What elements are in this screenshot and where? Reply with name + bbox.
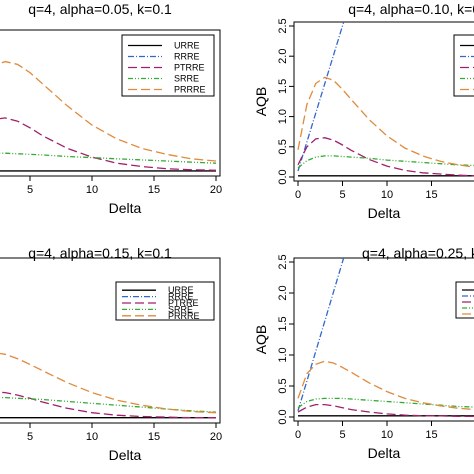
legend-entry: SRRE [168, 304, 193, 314]
plot-frame [293, 257, 474, 422]
chart-title: q=4, alpha=0.25, k [362, 245, 474, 261]
y-tick-label: 1.5 [277, 316, 289, 331]
x-tick-label: 15 [148, 431, 160, 443]
legend-entry: SRRE [174, 74, 199, 84]
legend-entry: PTRRE [174, 63, 205, 73]
x-tick-label: 10 [86, 184, 98, 196]
series-line-ptrre [297, 137, 474, 177]
x-tick-label: 5 [339, 429, 345, 441]
legend-box [115, 281, 215, 321]
x-tick-label: 5 [27, 184, 33, 196]
legend-box [121, 34, 215, 97]
series-line-ptrre [0, 391, 216, 419]
x-tick-label: 20 [210, 431, 222, 443]
chart-panel-1: q=4, alpha=0.05, k=0.1 5 10 15 20 Delta URRERR… [0, 1, 222, 216]
x-tick-label: 15 [148, 184, 160, 196]
legend-entry: PRRRE [168, 311, 200, 321]
x-tick-label: 10 [86, 431, 98, 443]
plot-frame [293, 21, 474, 182]
y-tick-label: 1.0 [277, 109, 289, 124]
chart-panel-3: q=4, alpha=0.15, k=0.1 5 10 15 20 Delta URRERR… [0, 245, 222, 463]
series-line-rrre [297, 22, 345, 172]
series-group [297, 22, 474, 177]
series-line-srre [297, 155, 474, 169]
x-tick-label: 0 [295, 429, 301, 441]
series-line-prrre [0, 352, 217, 414]
series-line-prrre [297, 360, 474, 411]
y-tick-label: 2.5 [277, 18, 289, 33]
y-axis-label: AQB [253, 325, 269, 355]
y-tick-label: 0.0 [277, 169, 289, 184]
legend-box [453, 34, 474, 97]
legend-entry: URRE [174, 41, 200, 51]
series-group [0, 60, 217, 172]
legend-entry: RRRE [168, 292, 194, 302]
legend-entry: URRE [168, 285, 194, 295]
series-line-prrre [0, 60, 217, 162]
series-line-srre [0, 396, 217, 413]
series-group [297, 258, 474, 418]
x-tick-label: 20 [210, 184, 222, 196]
chart-panel-2: q=4, alpha=0.10, k=0.1 0 5 10 15 0.0 0.5 1.0 1.5… [253, 1, 474, 221]
x-axis-label: Delta [368, 445, 401, 461]
y-tick-label: 0.5 [277, 139, 289, 154]
x-axis-label: Delta [109, 200, 142, 216]
legend-box [455, 281, 474, 319]
x-axis-label: Delta [368, 205, 401, 221]
legend-entry: RRRE [174, 52, 200, 62]
y-axis-label: AQB [253, 87, 269, 117]
series-line-srre [0, 152, 217, 164]
x-axis-label: Delta [109, 447, 142, 463]
y-tick-label: 1.5 [277, 79, 289, 94]
y-tick-label: 2.0 [277, 49, 289, 64]
y-tick-label: 2.0 [277, 285, 289, 300]
x-tick-label: 10 [381, 429, 393, 441]
series-line-ptrre [0, 117, 217, 171]
y-tick-label: 1.0 [277, 347, 289, 362]
series-line-srre [297, 397, 474, 409]
legend-entry: PTRRE [168, 298, 199, 308]
x-tick-label: 5 [27, 431, 33, 443]
x-tick-label: 0 [295, 189, 301, 201]
x-tick-label: 15 [425, 429, 437, 441]
chart-title: q=4, alpha=0.05, k=0.1 [28, 1, 172, 17]
y-tick-label: 2.5 [277, 254, 289, 269]
legend-entry: PRRRE [174, 85, 206, 95]
chart-title: q=4, alpha=0.15, k=0.1 [28, 245, 172, 261]
series-line-rrre [297, 258, 345, 411]
series-group [0, 352, 217, 419]
chart-panel-4: q=4, alpha=0.25, k 0 5 10 15 0.0 0.5 1.0 1.5 2.0 2… [253, 245, 474, 461]
series-line-ptrre [297, 403, 474, 418]
x-tick-label: 5 [339, 189, 345, 201]
series-line-prrre [297, 76, 474, 168]
y-tick-label: 0.0 [277, 409, 289, 424]
x-tick-label: 15 [425, 189, 437, 201]
chart-title: q=4, alpha=0.10, k=0.1 [348, 1, 474, 17]
x-tick-label: 10 [381, 189, 393, 201]
y-tick-label: 0.5 [277, 378, 289, 393]
